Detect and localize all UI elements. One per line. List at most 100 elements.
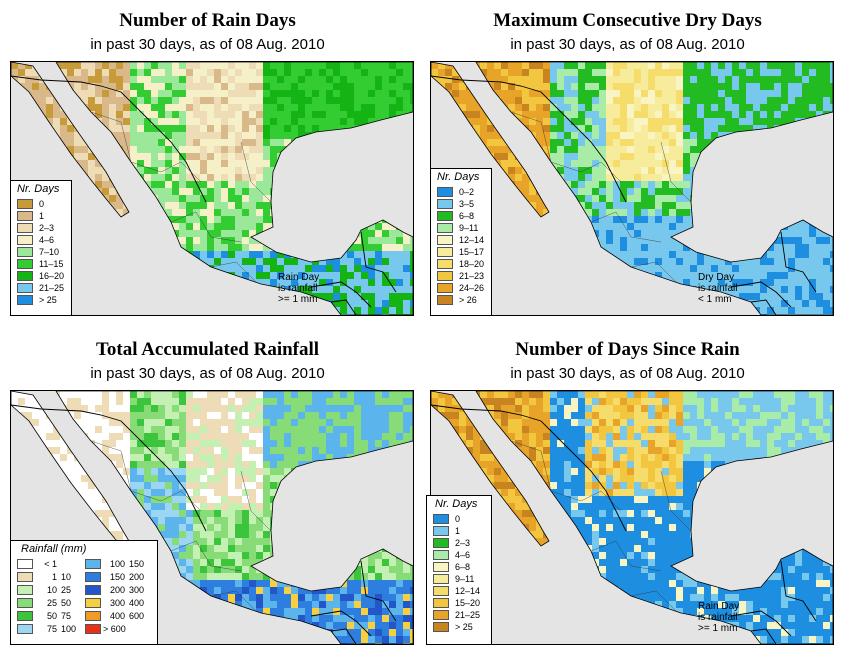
country-border [431,404,627,532]
legend-swatch [85,598,101,608]
legend-label: 6–8 [459,211,475,221]
state-border [210,590,257,612]
state-border [240,470,272,532]
state-border [510,440,552,492]
state-border [550,490,622,512]
panel-subtitle: in past 30 days, as of 08 Aug. 2010 [510,36,745,53]
panel-title: Number of Days Since Rain [515,339,740,360]
legend-label: 600 [129,611,145,621]
legend-label: > 26 [459,295,477,305]
legend-swatch [437,283,453,293]
legend-swatch [17,259,33,269]
legend-label: 16–20 [39,271,65,281]
legend-swatch [437,187,453,197]
legend-swatch [433,598,449,608]
map-days-since-rain [430,390,834,645]
legend-title: Rainfall (mm) [21,543,87,555]
legend-swatch [433,538,449,548]
map-max-dry-days [430,61,834,316]
note-line: is rainfall [698,612,738,623]
state-border [630,590,677,612]
legend-label: 75 [46,624,57,634]
legend-label: 21–25 [39,283,65,293]
legend-label: 1 [51,572,57,582]
state-border [170,211,242,243]
legend-label: 0–2 [459,187,475,197]
state-border [210,261,257,283]
state-border [660,470,692,532]
legend-label: 400 [129,598,145,608]
legend-label: 6–8 [455,562,471,572]
legend-swatch [85,572,101,582]
legend-label: 21–25 [455,610,481,620]
panel-title: Number of Rain Days [119,10,296,31]
state-border [130,161,202,183]
legend-swatch [17,295,33,305]
panel-total-rainfall: Total Accumulated Rainfall in past 30 da… [0,329,415,658]
legend-label: 150 [129,559,145,569]
state-border [590,540,662,572]
state-border [630,261,677,283]
coastline [431,391,550,547]
rain-day-note: Rain Day is rainfall >= 1 mm [278,272,319,305]
state-border [590,211,662,243]
legend-label: 2–3 [455,538,471,548]
note-line: is rainfall [698,283,738,294]
panel-max-dry-days: Maximum Consecutive Dry Days in past 30 … [420,0,835,329]
state-border [660,141,692,203]
legend-swatch [85,624,101,634]
country-border [310,610,372,637]
legend-swatch [17,611,33,621]
rain-day-note: Rain Day is rainfall >= 1 mm [698,601,739,634]
legend-swatch [433,514,449,524]
legend-swatch [437,271,453,281]
note-line: >= 1 mm [278,294,318,305]
panel-title: Total Accumulated Rainfall [95,339,320,360]
legend-label: 4–6 [455,550,471,560]
panel-title: Maximum Consecutive Dry Days [493,10,762,31]
legend-label: 9–11 [459,223,479,233]
legend-label: > 25 [455,622,473,632]
legend-label: 10 [46,585,57,595]
map-total-rainfall [10,390,414,645]
note-line: Dry Day [698,272,735,283]
country-border [11,404,207,532]
legend-swatch [17,247,33,257]
legend-label: < 1 [44,559,57,569]
country-border [780,560,817,622]
country-border [360,560,397,622]
state-border [90,111,132,163]
note-line: >= 1 mm [698,623,738,634]
note-line: < 1 mm [698,294,732,305]
panel-subtitle: in past 30 days, as of 08 Aug. 2010 [90,365,325,382]
legend-swatch [17,559,33,569]
country-border [431,75,627,203]
legend-label: 200 [109,585,125,595]
legend-swatch [437,295,453,305]
panel-rain-days: Number of Rain Days in past 30 days, as … [0,0,415,329]
legend-label: 2–3 [39,223,55,233]
country-border [730,610,792,637]
legend-swatch [437,211,453,221]
legend-swatch [433,562,449,572]
legend-swatch [85,611,101,621]
coastline [475,62,833,315]
legend-swatch [17,271,33,281]
legend-total-rainfall: Rainfall (mm) < 1 1 10 10 25 25 50 50 75 75 100 100… [10,540,158,645]
coastline [431,62,550,218]
legend-label: 7–10 [39,247,60,257]
legend-swatch [433,622,449,632]
country-border [360,231,397,293]
legend-label: 9–11 [455,574,475,584]
coastline [55,62,413,315]
legend-label: 15–17 [459,247,485,257]
legend-label: 50 [61,598,72,608]
legend-swatch [433,526,449,536]
legend-label: 150 [109,572,125,582]
legend-swatch [433,574,449,584]
legend-swatch [437,235,453,245]
panel-days-since-rain: Number of Days Since Rain in past 30 day… [420,329,835,658]
state-border [90,440,132,492]
country-border [330,628,357,644]
legend-swatch [433,586,449,596]
